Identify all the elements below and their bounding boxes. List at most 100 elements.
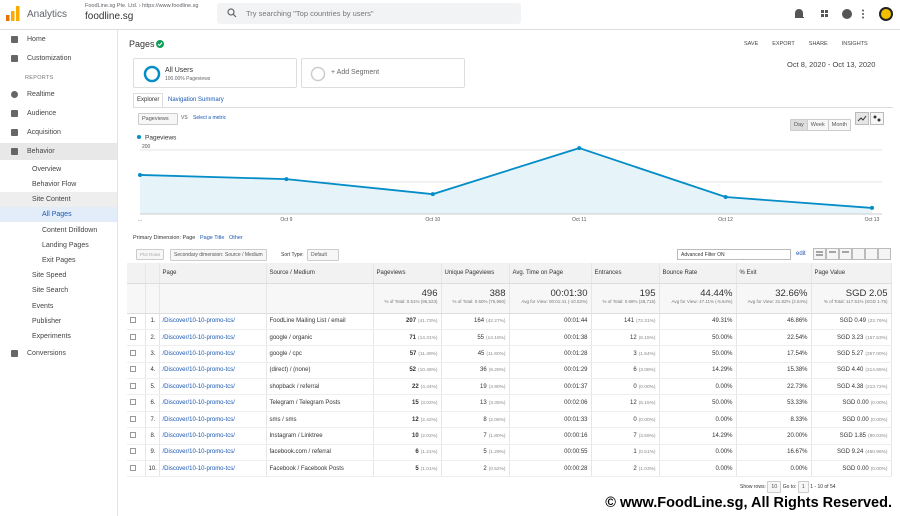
account[interactable]: FoodLine.sg Pte. Ltd. › https://www.food… <box>85 3 199 9</box>
nav-item[interactable]: Site Search <box>32 287 69 294</box>
dimension-option[interactable]: Page Title <box>199 235 225 241</box>
checkbox[interactable] <box>130 366 136 373</box>
dimension-option[interactable]: Other <box>229 235 243 241</box>
cell-value[interactable]: /Discover/10-10-promo-tcs/ <box>162 383 235 390</box>
cell-value: 0.00% <box>790 465 808 472</box>
nav-item[interactable]: Events <box>32 303 54 310</box>
column-header[interactable]: Pageviews <box>373 263 442 284</box>
cell-percent: (1.03%) <box>638 466 656 472</box>
cell-percent: (4.90%) <box>488 384 506 390</box>
brand: Analytics <box>27 9 68 20</box>
action-button[interactable]: INSIGHTS <box>841 41 868 47</box>
nav-item[interactable]: Realtime <box>27 91 55 98</box>
cell-value[interactable]: /Discover/10-10-promo-tcs/ <box>162 449 235 456</box>
chart-type-buttons[interactable] <box>855 112 885 125</box>
checkbox[interactable] <box>130 431 136 438</box>
nav-item[interactable]: Exit Pages <box>42 257 76 264</box>
action-button[interactable]: EXPORT <box>772 41 795 47</box>
cell-value: SGD 5.27 <box>837 350 864 357</box>
nav-item[interactable]: Landing Pages <box>42 242 89 249</box>
nav-item[interactable]: Behavior <box>27 148 55 155</box>
cell: 7 (1.80%) <box>441 427 510 445</box>
table-row: 3. /Discover/10-10-promo-tcs/google / cpc… <box>127 345 892 363</box>
period-button[interactable]: Month <box>827 119 852 131</box>
nav-item[interactable]: Overview <box>32 166 62 173</box>
rows-select[interactable]: 10 <box>767 481 782 493</box>
checkbox[interactable] <box>130 382 136 389</box>
header-icons[interactable] <box>795 7 895 23</box>
cell: 2. <box>145 329 160 347</box>
nav-item[interactable]: Site Content <box>32 196 71 203</box>
nav-item[interactable]: All Pages <box>42 211 72 218</box>
metric-select[interactable]: Pageviews <box>138 113 178 125</box>
property[interactable]: foodline.sg <box>85 11 134 22</box>
segment-card[interactable]: All Users 100.00% Pageviews <box>133 58 297 88</box>
cell-value[interactable]: /Discover/10-10-promo-tcs/ <box>162 334 235 341</box>
cell-percent: (6.15%) <box>638 335 656 341</box>
select-metric[interactable]: Select a metric <box>193 115 227 121</box>
column-header[interactable]: Bounce Rate <box>659 263 737 284</box>
total-note: % of Total: 0.68% (28,715) <box>602 298 656 304</box>
column-header[interactable]: Source / Medium <box>266 263 374 284</box>
cell-value[interactable]: /Discover/10-10-promo-tcs/ <box>162 400 235 407</box>
column-header[interactable]: Page Value <box>811 263 892 284</box>
nav-item[interactable]: Audience <box>27 110 57 117</box>
view-buttons[interactable] <box>813 248 891 260</box>
cell-value: 16.67% <box>787 449 808 456</box>
column-header[interactable]: Page <box>159 263 267 284</box>
filter-edit[interactable]: edit <box>796 251 806 257</box>
add-segment[interactable]: + Add Segment <box>301 58 465 88</box>
cell: 00:01:28 <box>509 345 592 363</box>
filter-box[interactable]: Advanced Filter ON <box>677 249 791 260</box>
nav-item[interactable]: Home <box>27 36 46 43</box>
nav-item[interactable]: Acquisition <box>27 129 61 136</box>
cell: /Discover/10-10-promo-tcs/ <box>159 329 267 347</box>
column-header[interactable]: % Exit <box>736 263 812 284</box>
nav-item[interactable]: Behavior Flow <box>32 181 77 188</box>
plot-rows[interactable]: Plot Rows <box>136 249 165 260</box>
cell: 1 (0.51%) <box>591 444 660 462</box>
column-header[interactable]: Entrances <box>591 263 660 284</box>
checkbox[interactable] <box>130 448 136 455</box>
checkbox[interactable] <box>130 317 136 324</box>
secondary-dimension[interactable]: Secondary dimension: Source / Medium <box>170 249 267 261</box>
checkbox[interactable] <box>130 464 136 471</box>
primary-value[interactable]: Page <box>182 235 196 241</box>
tab-active[interactable] <box>133 93 163 107</box>
actions: SAVE EXPORT SHARE INSIGHTS <box>730 41 868 47</box>
cell-value[interactable]: /Discover/10-10-promo-tcs/ <box>162 432 235 439</box>
sort-select[interactable]: Default <box>307 249 339 261</box>
nav-item[interactable]: Content Drilldown <box>42 227 98 234</box>
checkbox[interactable] <box>130 415 136 422</box>
cell-value[interactable]: /Discover/10-10-promo-tcs/ <box>162 350 235 357</box>
tab[interactable]: Explorer <box>137 97 160 103</box>
goto-input[interactable]: 1 <box>797 481 809 493</box>
nav-item[interactable]: Customization <box>27 55 72 62</box>
action-button[interactable]: SHARE <box>808 41 828 47</box>
cell: 19 (4.90%) <box>441 378 510 396</box>
checkbox[interactable] <box>130 333 136 340</box>
total-value: SGD 2.05 <box>845 287 888 299</box>
cell-value: 6. <box>150 400 156 407</box>
cell-value: 14.29% <box>712 367 733 374</box>
cell-value[interactable]: /Discover/10-10-promo-tcs/ <box>162 318 235 325</box>
column-header[interactable]: Avg. Time on Page <box>509 263 592 284</box>
cell-value: google / cpc <box>269 350 302 357</box>
nav-item[interactable]: Experiments <box>32 333 71 340</box>
nav-item[interactable]: Publisher <box>32 318 62 325</box>
cell-percent: (2.42%) <box>420 417 438 423</box>
column-header[interactable]: Unique Pageviews <box>441 263 510 284</box>
nav-item[interactable]: Conversions <box>27 350 66 357</box>
cell: 12 (2.42%) <box>373 411 442 429</box>
date-range[interactable]: Oct 8, 2020 - Oct 13, 2020 <box>787 60 876 69</box>
action-button[interactable]: SAVE <box>744 41 759 47</box>
cell: 52 (10.48%) <box>373 362 442 380</box>
cell-value[interactable]: /Discover/10-10-promo-tcs/ <box>162 416 235 423</box>
nav-item[interactable]: Site Speed <box>32 272 67 279</box>
tab[interactable]: Navigation Summary <box>168 97 224 103</box>
cell-value[interactable]: /Discover/10-10-promo-tcs/ <box>162 465 235 472</box>
checkbox[interactable] <box>130 399 136 406</box>
search-box[interactable]: Try searching "Top countries by users" <box>217 3 521 24</box>
cell-value[interactable]: /Discover/10-10-promo-tcs/ <box>162 367 235 374</box>
checkbox[interactable] <box>130 349 136 356</box>
